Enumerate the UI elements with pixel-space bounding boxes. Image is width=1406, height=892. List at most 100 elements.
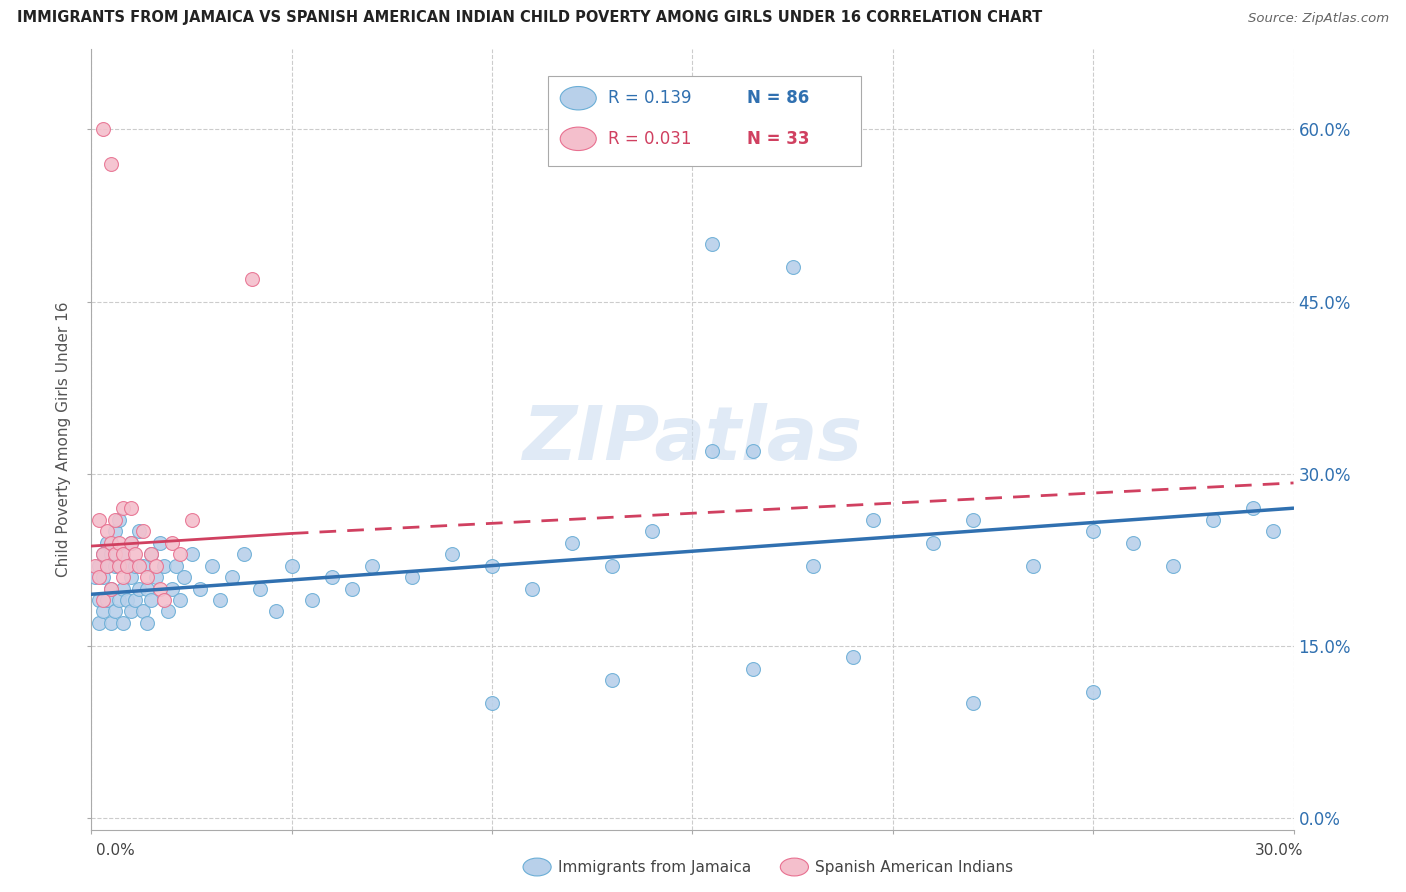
Point xyxy=(264,605,287,619)
Point xyxy=(93,122,115,136)
Point xyxy=(360,558,382,573)
Point xyxy=(522,582,544,596)
Point xyxy=(93,593,115,607)
Point xyxy=(281,558,304,573)
Point xyxy=(89,593,111,607)
Point xyxy=(104,558,127,573)
Point xyxy=(148,582,170,596)
Point xyxy=(89,558,111,573)
Point xyxy=(301,593,323,607)
Point xyxy=(93,570,115,584)
Point xyxy=(160,582,183,596)
Point xyxy=(96,535,118,549)
Text: 30.0%: 30.0% xyxy=(1256,843,1303,857)
Point xyxy=(100,582,122,596)
Point xyxy=(96,524,118,538)
Point xyxy=(100,157,122,171)
Point xyxy=(121,535,143,549)
Point xyxy=(152,558,174,573)
Text: Source: ZipAtlas.com: Source: ZipAtlas.com xyxy=(1249,12,1389,25)
Text: N = 33: N = 33 xyxy=(747,130,808,148)
Point xyxy=(108,558,131,573)
Point xyxy=(221,570,243,584)
Point xyxy=(128,582,150,596)
Point xyxy=(1083,524,1105,538)
Point xyxy=(922,535,945,549)
Text: ZIPatlas: ZIPatlas xyxy=(523,403,862,475)
Point xyxy=(128,558,150,573)
Point xyxy=(188,582,211,596)
Point xyxy=(112,501,135,516)
Point xyxy=(152,593,174,607)
Point xyxy=(132,558,155,573)
Point xyxy=(93,547,115,561)
Point xyxy=(141,593,163,607)
Point xyxy=(321,570,343,584)
Point xyxy=(249,582,271,596)
Point xyxy=(1202,513,1225,527)
Point xyxy=(89,570,111,584)
Point xyxy=(124,558,146,573)
Point xyxy=(173,570,195,584)
Point xyxy=(112,582,135,596)
Point xyxy=(141,547,163,561)
Point xyxy=(702,443,724,458)
Point xyxy=(132,524,155,538)
Point xyxy=(104,547,127,561)
Point xyxy=(89,615,111,630)
Point xyxy=(117,558,139,573)
Point xyxy=(782,260,804,274)
Point xyxy=(962,696,984,710)
Point xyxy=(481,558,503,573)
Point xyxy=(145,570,167,584)
Point xyxy=(104,605,127,619)
Point xyxy=(169,547,191,561)
Point xyxy=(124,593,146,607)
Point xyxy=(112,615,135,630)
Point xyxy=(180,513,202,527)
Point xyxy=(100,547,122,561)
Point xyxy=(561,535,583,549)
Point xyxy=(104,524,127,538)
Point xyxy=(121,605,143,619)
Y-axis label: Child Poverty Among Girls Under 16: Child Poverty Among Girls Under 16 xyxy=(56,301,72,577)
Point xyxy=(862,513,884,527)
Point xyxy=(112,547,135,561)
Point xyxy=(702,237,724,252)
Point xyxy=(208,593,231,607)
Point xyxy=(169,593,191,607)
Point xyxy=(96,558,118,573)
Point xyxy=(1163,558,1185,573)
Point xyxy=(112,570,135,584)
Text: Immigrants from Jamaica: Immigrants from Jamaica xyxy=(558,860,751,874)
FancyBboxPatch shape xyxy=(548,77,860,166)
Point xyxy=(240,271,263,285)
Point xyxy=(1122,535,1144,549)
Point xyxy=(108,593,131,607)
Point xyxy=(1263,524,1285,538)
Point xyxy=(108,513,131,527)
Point xyxy=(124,547,146,561)
Point xyxy=(401,570,423,584)
Text: R = 0.031: R = 0.031 xyxy=(609,130,692,148)
Point xyxy=(160,535,183,549)
Text: 0.0%: 0.0% xyxy=(96,843,135,857)
Point xyxy=(117,558,139,573)
Point xyxy=(440,547,463,561)
Circle shape xyxy=(560,128,596,151)
Text: N = 86: N = 86 xyxy=(747,89,808,107)
Point xyxy=(121,535,143,549)
Point xyxy=(104,513,127,527)
Point xyxy=(117,593,139,607)
Point xyxy=(108,558,131,573)
Point xyxy=(801,558,824,573)
Point xyxy=(232,547,254,561)
Point xyxy=(100,615,122,630)
Point xyxy=(156,605,179,619)
Point xyxy=(340,582,363,596)
Point xyxy=(136,582,159,596)
Point xyxy=(962,513,984,527)
Point xyxy=(136,570,159,584)
Point xyxy=(89,513,111,527)
Point xyxy=(145,558,167,573)
